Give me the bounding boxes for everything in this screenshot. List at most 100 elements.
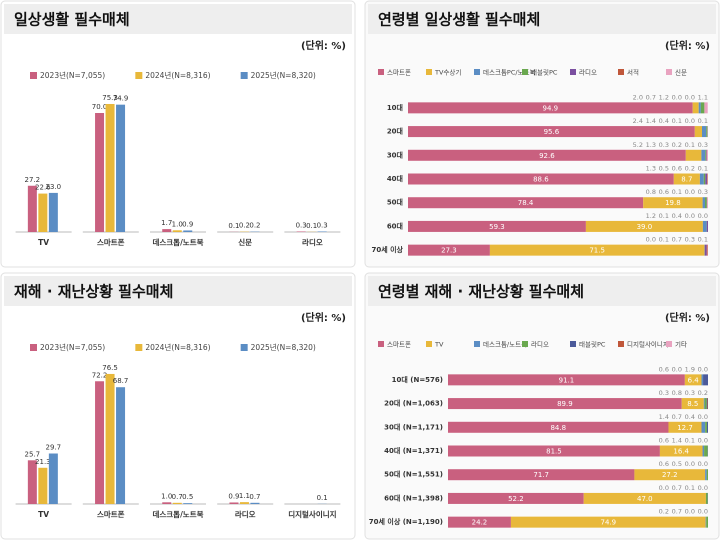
bar-segment [700,174,704,185]
y-tick-label: 70세 이상 [372,245,404,254]
data-label: 74.9 [600,519,616,527]
data-label: 27.2 [662,471,678,479]
data-label: 0.9 [228,492,239,500]
data-label: 68.7 [113,377,129,385]
y-tick-label: 10대 [387,103,403,112]
data-label: 0.6 [659,365,669,373]
data-label: 0.1 [672,188,682,196]
data-label: 0.0 [698,508,708,516]
data-label: 1.2 [659,93,669,101]
data-label: 47.0 [637,495,653,503]
data-label: 78.4 [518,199,534,207]
legend-label: 기타 [675,340,687,349]
data-label: 27.3 [441,247,457,255]
data-label: 0.1 [228,222,239,230]
y-tick-label: 20대 (N=1,063) [384,399,443,408]
y-tick-label: 50대 (N=1,551) [384,470,443,479]
bar-segment [706,493,708,504]
bar [28,460,37,504]
data-label: 1.1 [698,93,708,101]
data-label: 95.6 [544,128,560,136]
legend-swatch [522,341,528,347]
data-label: 0.6 [659,188,669,196]
data-label: 0.1 [659,212,669,220]
legend-swatch [241,72,248,79]
x-tick-label: 디지털사이니지 [288,509,336,519]
bar-segment [705,422,707,433]
legend-swatch [570,69,576,75]
data-label: 72.2 [92,371,108,379]
data-label: 1.0 [172,220,183,228]
legend-swatch [666,69,672,75]
data-label: 52.2 [508,495,524,503]
data-label: 0.3 [685,236,695,244]
data-label: 81.5 [546,448,562,456]
data-label: 1.7 [161,219,172,227]
data-label: 1.1 [239,492,250,500]
legend-swatch [378,341,384,347]
data-label: 0.7 [672,508,682,516]
data-label: 0.0 [685,117,695,125]
bar-segment [707,398,708,409]
data-label: 84.8 [550,424,566,432]
data-label: 0.0 [685,188,695,196]
bar [162,229,171,232]
bar-segment [701,150,705,161]
bar-segment [705,174,707,185]
bar-segment [703,446,705,457]
data-label: 8.5 [687,400,698,408]
data-label: 59.3 [489,223,505,231]
y-tick-label: 30대 [387,150,403,159]
data-label: 0.1 [685,484,695,492]
legend-label: 2024년(N=8,316) [145,342,210,352]
data-label: 92.6 [539,152,555,160]
data-label: 70.0 [92,103,108,111]
bar [38,194,47,232]
data-label: 24.2 [472,519,488,527]
data-label: 0.9 [182,220,193,228]
data-label: 0.8 [672,389,682,397]
legend-swatch [30,72,37,79]
bar [240,502,249,504]
data-label: 0.0 [698,212,708,220]
data-label: 27.2 [25,176,41,184]
unit-label: (단위: %) [665,39,710,52]
data-label: 0.3 [296,221,307,229]
data-label: 1.4 [646,117,656,125]
data-label: 91.1 [559,376,575,384]
data-label: 71.7 [533,471,549,479]
data-label: 0.0 [646,236,656,244]
data-label: 0.6 [672,165,682,173]
data-label: 0.7 [672,413,682,421]
y-tick-label: 50대 [387,198,403,207]
legend-label: 태블릿PC [579,341,606,349]
data-label: 1.4 [672,437,682,445]
legend-swatch [241,344,248,351]
bar [116,387,125,504]
x-tick-label: 라디오 [302,237,323,247]
data-label: 1.4 [659,413,669,421]
legend-label: 스마트폰 [387,340,411,349]
data-label: 0.5 [672,460,682,468]
legend-swatch [378,69,384,75]
x-tick-label: 데스크톱/노트북 [152,237,203,247]
bar [162,502,171,504]
data-label: 94.9 [543,104,559,112]
x-tick-label: TV [38,238,49,247]
bar-segment [686,150,702,161]
data-label: 2.0 [633,93,643,101]
bar-segment [704,446,708,457]
data-label: 0.0 [685,460,695,468]
data-label: 8.7 [681,176,692,184]
data-label: 39.0 [637,223,653,231]
unit-label: (단위: %) [301,39,346,52]
bar-segment [705,469,707,480]
bar [183,230,192,232]
legend-label: 2023년(N=7,055) [40,70,105,80]
chart-title: 일상생활 필수매체 [14,11,130,29]
bar [229,502,238,504]
y-tick-label: 60대 (N=1,398) [384,493,443,502]
legend-label: 스마트폰 [387,68,411,77]
data-label: 6.4 [688,376,700,384]
